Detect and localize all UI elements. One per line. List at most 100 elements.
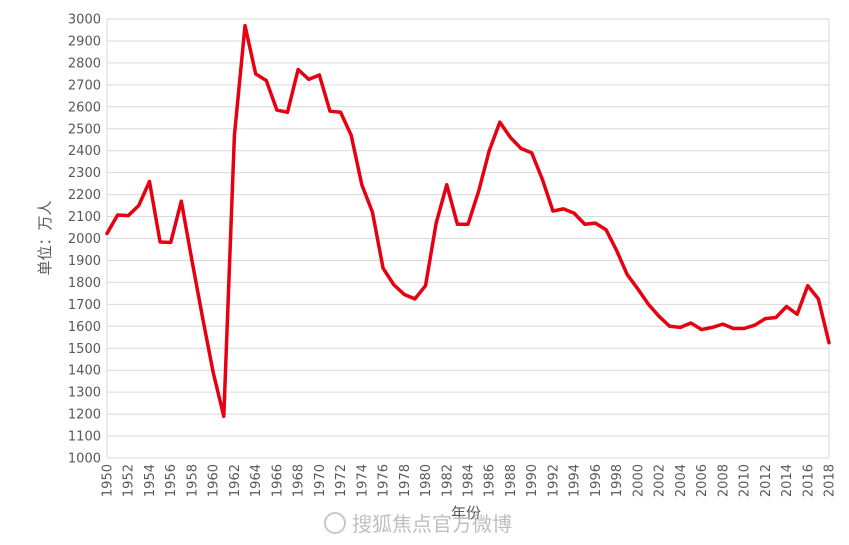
data-point [668, 324, 672, 328]
data-point [445, 183, 449, 187]
x-tick-label: 1970 [313, 464, 328, 497]
x-tick-label: 1952 [122, 464, 137, 497]
y-tick-label: 3000 [68, 13, 101, 28]
data-point [593, 221, 597, 225]
x-tick-label: 2010 [738, 464, 753, 497]
x-tick-label: 2014 [780, 464, 795, 497]
data-point [455, 222, 459, 226]
data-point [657, 314, 661, 318]
data-point [349, 133, 353, 137]
y-tick-label: 2400 [68, 144, 101, 159]
data-point [636, 287, 640, 291]
x-tick-label: 1998 [610, 464, 625, 497]
x-tick-label: 2004 [674, 464, 689, 497]
data-point [785, 305, 789, 309]
x-tick-label: 1968 [292, 464, 307, 497]
data-point [424, 284, 428, 288]
x-tick-label: 1974 [355, 464, 370, 497]
data-point [381, 266, 385, 270]
y-tick-label: 2900 [68, 34, 101, 49]
data-point [678, 325, 682, 329]
x-tick-label: 1984 [462, 464, 477, 497]
data-point [477, 189, 481, 193]
data-point [615, 249, 619, 253]
y-tick-label: 1600 [68, 320, 101, 335]
plot-border [106, 18, 830, 459]
data-point [487, 149, 491, 153]
data-point [721, 322, 725, 326]
data-point [286, 110, 289, 114]
x-tick-label: 1988 [504, 464, 519, 497]
data-point [753, 323, 757, 327]
watermark-text: 搜狐焦点官方微博 [352, 512, 512, 536]
x-tick-label: 1992 [546, 464, 561, 497]
y-tick-label: 2200 [68, 188, 101, 203]
y-tick-label: 2800 [68, 56, 101, 71]
y-axis-title: 单位：万人 [36, 200, 54, 275]
x-tick-label: 1990 [525, 464, 540, 497]
data-point [190, 258, 194, 262]
x-tick-label: 1982 [440, 464, 455, 497]
data-point [222, 414, 226, 418]
x-tick-label: 1962 [228, 464, 243, 497]
data-point [264, 78, 268, 82]
y-tick-label: 1400 [68, 364, 101, 379]
series-layer [105, 23, 831, 419]
data-point [402, 292, 406, 296]
data-point [116, 213, 120, 217]
data-point [243, 24, 247, 28]
data-point [763, 317, 767, 321]
data-point [519, 147, 523, 151]
y-tick-label: 1800 [68, 276, 101, 291]
data-point [179, 199, 183, 203]
data-point [232, 133, 236, 137]
data-point [360, 183, 364, 187]
x-tick-label: 1996 [589, 464, 604, 497]
x-tick-label: 2008 [716, 464, 731, 497]
data-point [731, 326, 735, 330]
data-point [625, 273, 629, 277]
x-tick-label: 2018 [823, 464, 838, 497]
y-tick-label: 2700 [68, 78, 101, 93]
data-point [647, 302, 650, 306]
x-tick-label: 1978 [398, 464, 413, 497]
data-point [583, 222, 587, 226]
data-point [700, 328, 704, 332]
y-tick-label: 1500 [68, 342, 101, 357]
data-point [211, 370, 215, 374]
x-tick-label: 1956 [164, 464, 179, 497]
data-point [551, 209, 555, 213]
x-tick-label: 1986 [483, 464, 498, 497]
y-tick-label: 1300 [68, 386, 101, 401]
data-point [169, 240, 173, 244]
data-point [413, 297, 417, 301]
data-point [774, 316, 778, 320]
data-point [498, 120, 502, 124]
watermark: 搜狐焦点官方微博 [324, 512, 512, 536]
data-point [604, 228, 608, 232]
y-axis-ticks: 1000 1100 1200 1300 1400 1500 1600 1700 1800 1900… [68, 13, 101, 467]
data-point [105, 231, 109, 235]
data-point [689, 321, 693, 325]
data-point [827, 341, 831, 345]
x-tick-label: 2016 [801, 464, 816, 497]
data-point [508, 136, 512, 140]
data-point [710, 325, 714, 329]
y-tick-label: 2000 [68, 232, 101, 247]
data-point [742, 326, 746, 330]
y-tick-label: 1200 [68, 408, 101, 423]
x-tick-label: 1972 [334, 464, 349, 497]
x-tick-label: 2000 [631, 464, 646, 497]
weibo-logo-icon [324, 512, 346, 534]
data-point [466, 222, 470, 226]
series-line [105, 23, 831, 419]
data-point [158, 240, 162, 244]
y-tick-label: 2500 [68, 122, 101, 137]
x-tick-label: 1960 [207, 464, 222, 497]
y-tick-label: 1700 [68, 298, 101, 313]
x-tick-label: 1980 [419, 464, 434, 497]
x-tick-label: 1958 [185, 464, 200, 497]
y-tick-label: 2600 [68, 100, 101, 115]
data-point [328, 109, 332, 113]
